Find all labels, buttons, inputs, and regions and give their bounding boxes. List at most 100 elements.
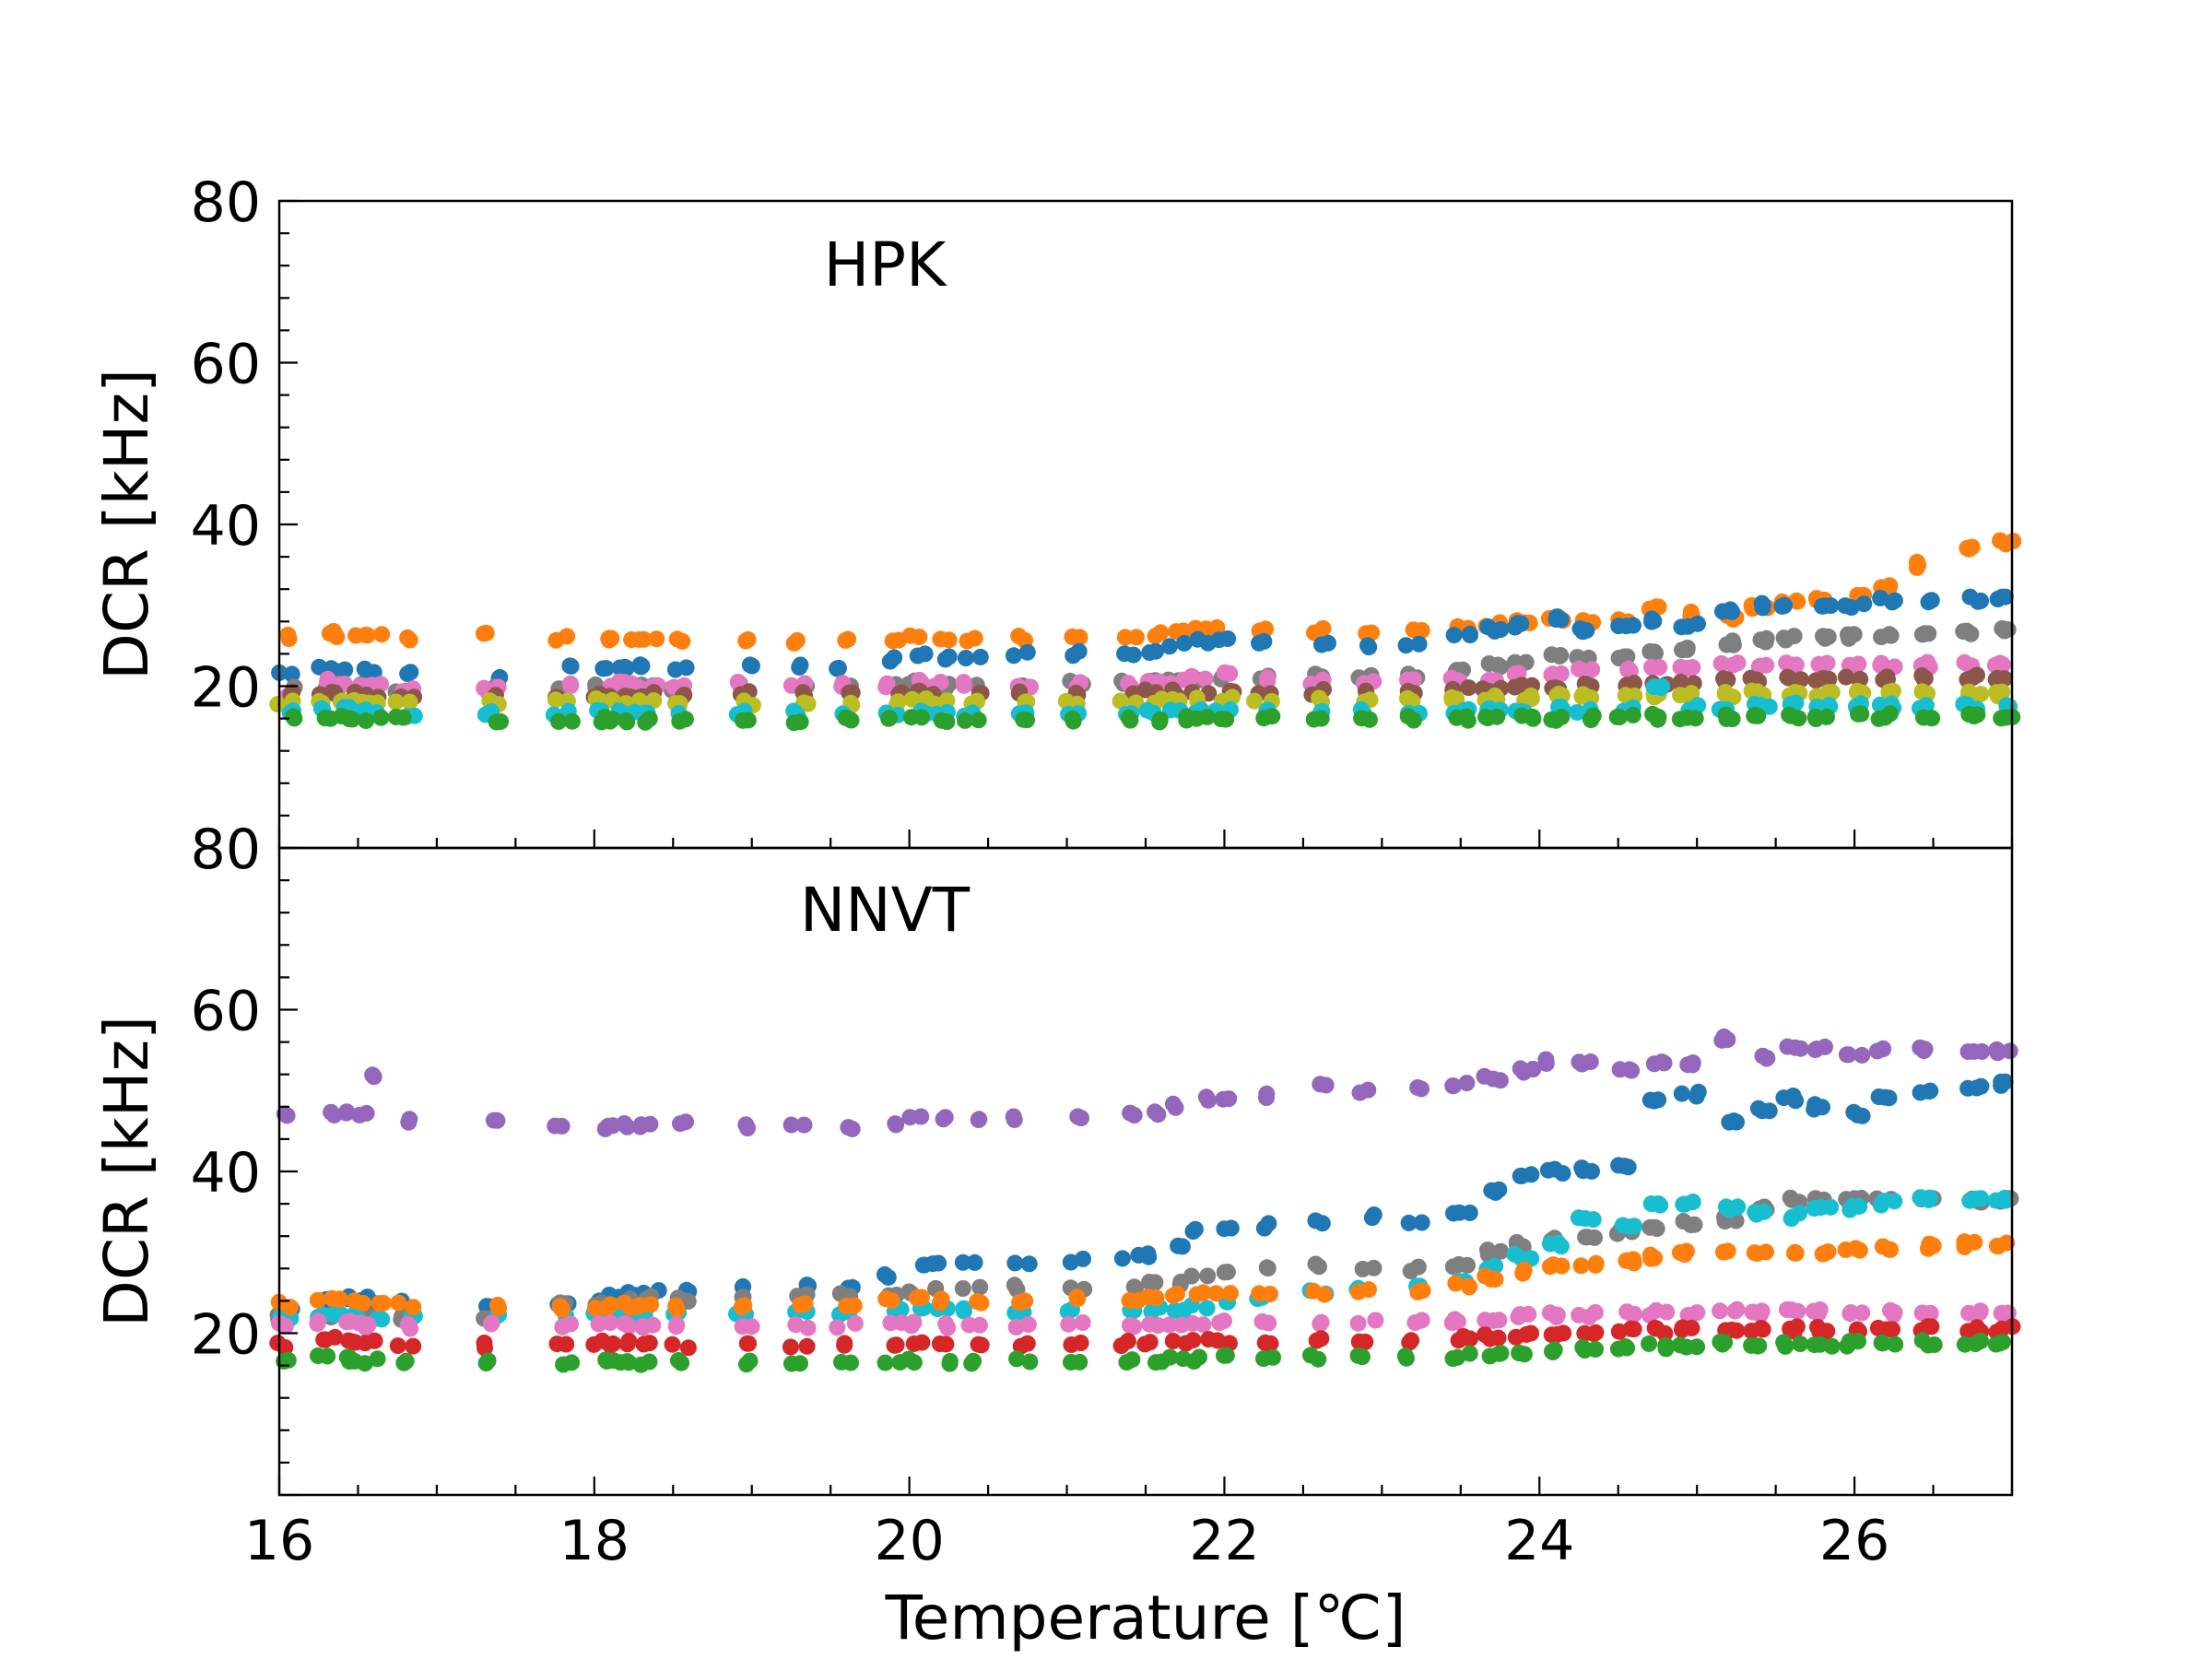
nnvt-point-ch5: [735, 1297, 753, 1314]
hpk-point-ch1: [1306, 624, 1323, 641]
hpk-point-ch2: [1547, 611, 1565, 628]
hpk-point-ch2: [1397, 637, 1415, 654]
hpk-point-ch8: [1264, 708, 1281, 725]
hpk-point-ch8: [641, 710, 658, 727]
nnvt-point-ch2: [1006, 1254, 1024, 1272]
nnvt-point-ch5: [1194, 1284, 1212, 1301]
hpk-point-ch2: [971, 648, 989, 665]
nnvt-point-ch7: [1724, 1321, 1740, 1338]
hpk-point-ch8: [1624, 706, 1641, 724]
hpk-point-ch8: [957, 712, 974, 729]
hpk-point-ch2: [1645, 612, 1663, 629]
hpk-point-ch6: [1524, 689, 1540, 707]
hpk-point-ch8: [1649, 711, 1666, 728]
hpk-point-ch6: [269, 696, 287, 713]
nnvt-point-ch5: [631, 1297, 649, 1314]
hpk-point-ch4: [1543, 666, 1560, 684]
nnvt-point-ch5: [1461, 1278, 1478, 1296]
hpk-point-ch8: [358, 712, 375, 729]
nnvt-point-ch6: [1618, 1303, 1636, 1321]
nnvt-point-ch7: [664, 1335, 681, 1353]
nnvt-point-ch5: [309, 1291, 326, 1309]
hpk-point-ch8: [1479, 710, 1497, 727]
nnvt-point-ch5: [1447, 1275, 1465, 1292]
hpk-point-ch3: [1845, 626, 1863, 643]
nnvt-point-ch6: [846, 1314, 864, 1332]
hpk-point-ch3: [1678, 640, 1696, 656]
nnvt-point-ch5: [1262, 1286, 1278, 1302]
nnvt-point-ch8: [369, 1350, 386, 1368]
hpk-point-ch4: [623, 675, 641, 692]
nnvt-point-ch1: [1988, 1041, 2006, 1058]
nnvt-point-ch8: [1792, 1335, 1809, 1352]
nnvt-point-ch4: [1756, 1203, 1773, 1220]
nnvt-point-ch7: [836, 1335, 853, 1352]
nnvt-point-ch5: [877, 1290, 895, 1308]
hpk-point-ch5: [1715, 670, 1732, 688]
nnvt-point-ch7: [477, 1339, 493, 1357]
hpk-point-ch8: [933, 712, 950, 729]
nnvt-point-ch7: [389, 1337, 406, 1355]
nnvt-point-ch6: [1586, 1304, 1604, 1321]
nnvt-point-ch8: [641, 1353, 658, 1371]
hpk-point-ch2: [617, 658, 634, 676]
hpk-point-ch1: [328, 629, 346, 646]
nnvt-point-ch4: [955, 1302, 972, 1320]
hpk-point-ch1: [475, 625, 492, 642]
hpk-point-ch8: [1850, 705, 1866, 723]
nnvt-point-ch1: [488, 1112, 506, 1129]
nnvt-x-tick-label: 18: [559, 1509, 629, 1573]
hpk-point-ch2: [336, 661, 354, 678]
nnvt-point-ch2: [1912, 1084, 1929, 1101]
nnvt-point-ch2: [1260, 1215, 1277, 1232]
hpk-point-ch8: [792, 713, 809, 731]
hpk-y-tick-label: 60: [191, 333, 261, 397]
nnvt-point-ch6: [1971, 1302, 1989, 1320]
nnvt-point-ch1: [1582, 1053, 1599, 1070]
nnvt-point-ch2: [1641, 1091, 1659, 1109]
nnvt-point-ch5: [1138, 1288, 1156, 1306]
hpk-point-ch8: [1969, 706, 1986, 724]
nnvt-point-ch1: [1476, 1067, 1493, 1085]
nnvt-point-ch2: [924, 1255, 942, 1273]
nnvt-point-ch8: [1161, 1348, 1179, 1366]
hpk-point-ch4: [1216, 664, 1233, 681]
hpk-point-ch4: [1651, 658, 1668, 676]
hpk-data-points: [269, 532, 2022, 732]
nnvt-point-ch6: [1512, 1306, 1528, 1324]
hpk-point-ch2: [1714, 603, 1731, 620]
nnvt-point-ch1: [1312, 1076, 1329, 1093]
hpk-point-ch2: [1855, 595, 1873, 613]
nnvt-point-ch3: [1006, 1277, 1023, 1294]
hpk-point-ch8: [550, 712, 568, 730]
nnvt-point-ch6: [1752, 1306, 1770, 1324]
nnvt-point-ch7: [366, 1332, 383, 1349]
hpk-point-ch8: [1065, 712, 1082, 730]
hpk-point-ch8: [1718, 711, 1735, 727]
hpk-point-ch4: [1684, 659, 1701, 677]
hpk-point-ch1: [373, 626, 391, 643]
nnvt-point-ch4: [1684, 1194, 1701, 1210]
hpk-point-ch8: [563, 712, 581, 730]
hpk-point-ch1: [1010, 628, 1028, 645]
nnvt-point-ch7: [1754, 1321, 1771, 1338]
nnvt-point-ch3: [1686, 1216, 1703, 1233]
hpk-point-ch6: [938, 692, 956, 710]
hpk-point-ch3: [1817, 629, 1834, 647]
hpk-point-ch4: [1729, 654, 1747, 672]
nnvt-point-ch5: [586, 1300, 604, 1317]
nnvt-point-ch8: [783, 1355, 800, 1372]
hpk-point-ch5: [1916, 669, 1934, 687]
nnvt-point-ch7: [1063, 1336, 1080, 1353]
hpk-point-ch6: [1246, 692, 1263, 710]
hpk-point-ch8: [1671, 711, 1688, 728]
nnvt-point-ch1: [1965, 1042, 1983, 1060]
nnvt-point-ch1: [737, 1116, 755, 1134]
hpk-point-ch2: [1160, 638, 1178, 655]
nnvt-point-ch8: [1490, 1345, 1508, 1362]
hpk-point-ch3: [1641, 642, 1659, 660]
nnvt-point-ch4: [1642, 1195, 1660, 1212]
nnvt-point-ch3: [1259, 1260, 1277, 1277]
nnvt-point-ch2: [1583, 1162, 1600, 1180]
nnvt-point-ch6: [1922, 1304, 1939, 1322]
